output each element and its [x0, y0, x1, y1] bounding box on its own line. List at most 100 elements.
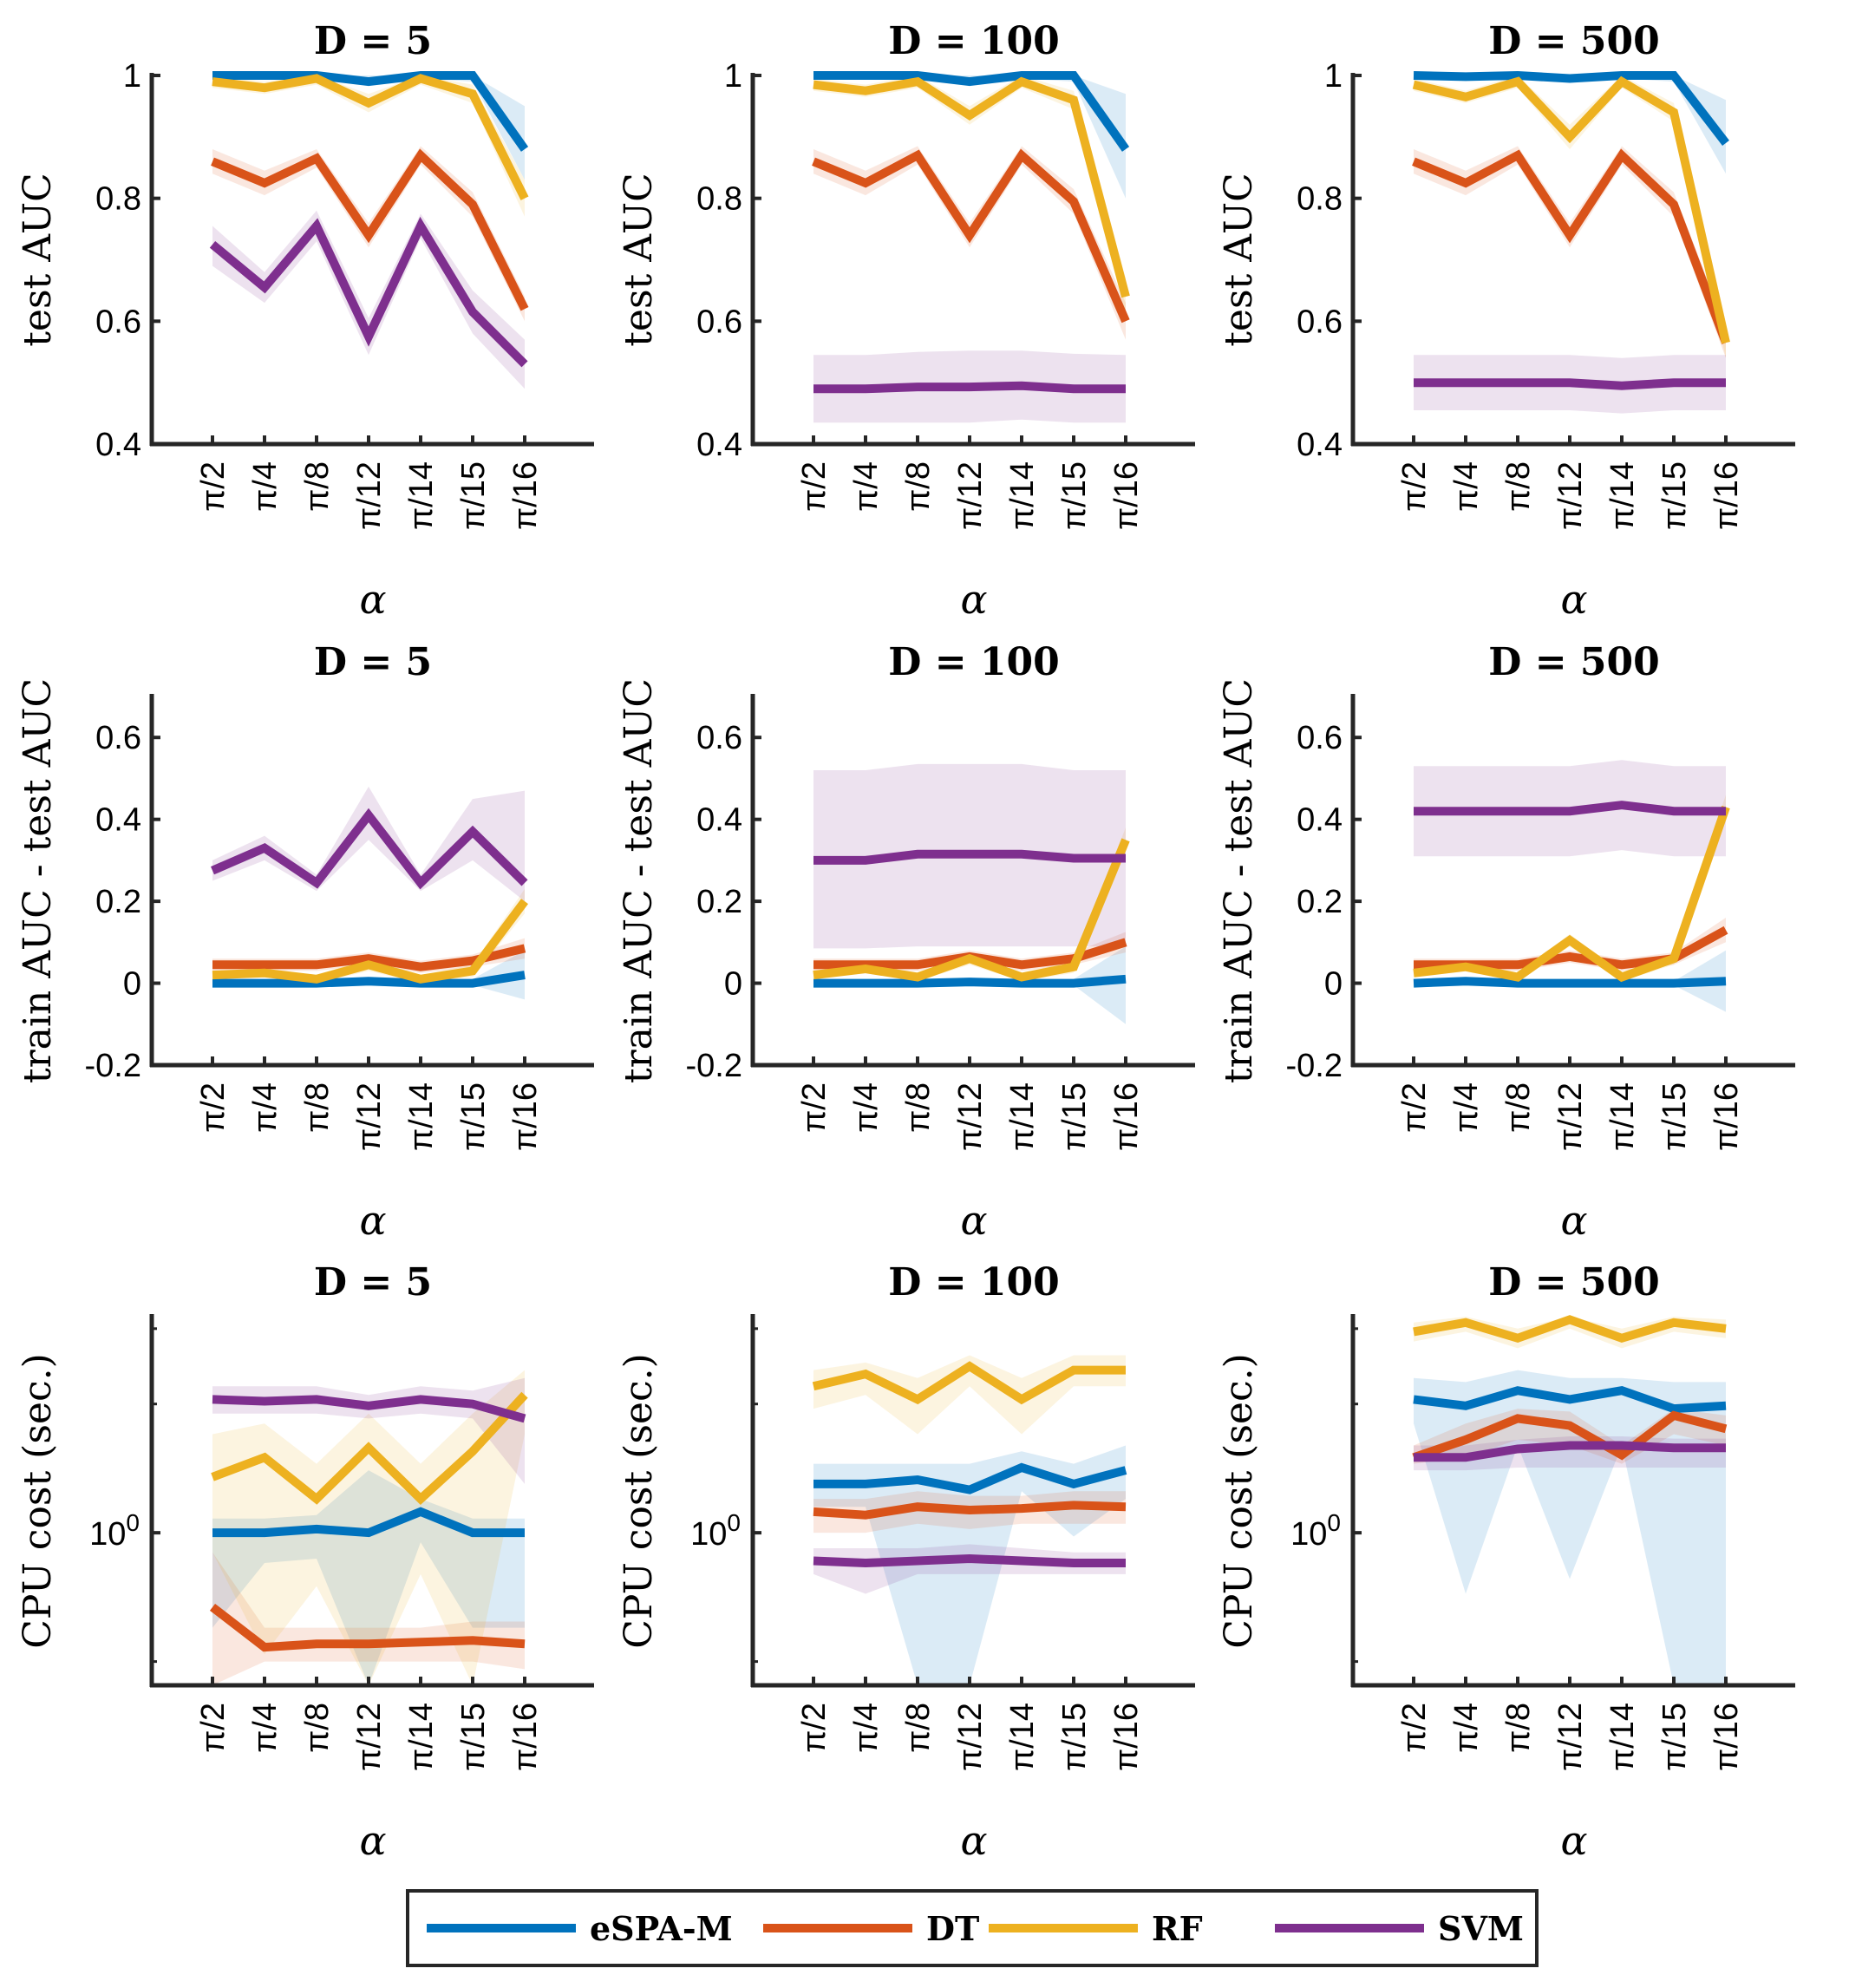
band-espa-m: [813, 75, 1126, 199]
x-axis-label: α: [359, 1197, 386, 1244]
y-tick-label: 0: [724, 966, 742, 1003]
x-tick-label: π/4: [247, 1082, 284, 1133]
subplot-title: D = 5: [314, 19, 432, 63]
y-tick-label: 100: [1290, 1509, 1341, 1553]
x-tick-label: π/12: [351, 1082, 388, 1151]
y-axis-label: train AUC - test AUC: [16, 678, 60, 1083]
line-dt: [212, 944, 526, 971]
line-espa-m: [813, 974, 1127, 988]
x-tick-label: π/8: [1500, 1082, 1537, 1133]
line-espa-m: [212, 971, 526, 988]
band-dt: [1414, 146, 1726, 358]
x-tick-label: π/16: [1709, 461, 1745, 530]
series-lines: [812, 71, 1130, 394]
y-tick-label: 1: [724, 58, 742, 95]
subplot-9: 100 π/2 π/4 π/8 π/12 π/14 π/15 π/16 D = 500 α CPU …: [1217, 1260, 1795, 1864]
x-axis-label: α: [359, 1817, 386, 1864]
y-tick-label: 0.6: [1297, 720, 1343, 756]
line-espa-m: [813, 71, 1130, 152]
band-dt: [212, 1552, 525, 1685]
subplot-title: D = 500: [1488, 19, 1660, 63]
x-tick-label: π/12: [952, 1082, 989, 1151]
line-svm: [1414, 1441, 1726, 1462]
x-tick-label: π/14: [1004, 1703, 1041, 1771]
x-tick-label: π/16: [1709, 1082, 1745, 1151]
line-svm: [209, 216, 528, 368]
y-tick-label: 0.4: [1297, 802, 1343, 839]
line-rf: [1412, 75, 1730, 344]
y-tick-label: 0.6: [696, 304, 742, 340]
x-tick-label: π/14: [1004, 1082, 1041, 1151]
line-espa-m: [1413, 1386, 1727, 1414]
legend-label-rf: RF: [1152, 1909, 1203, 1948]
line-rf: [212, 899, 529, 984]
x-tick-label: π/2: [796, 1082, 833, 1133]
x-tick-label: π/4: [247, 461, 284, 512]
subplot-5: -0.2 0 0.2 0.4 0.6 π/2 π/4 π/8 π/12 π/14 π/15 π/16 D…: [617, 640, 1195, 1244]
x-tick-label: π/15: [1656, 1703, 1693, 1771]
x-tick-label: π/4: [247, 1703, 284, 1753]
series-lines: [211, 808, 529, 988]
confidence-bands: [1414, 760, 1726, 1012]
subplot-4: -0.2 0 0.2 0.4 0.6 π/2 π/4 π/8 π/12 π/14 π/15 π/16 D…: [16, 640, 594, 1244]
band-svm: [212, 786, 525, 902]
subplot-2: 0.4 0.6 0.8 1 π/2 π/4 π/8 π/12 π/14 π/15 π/16 D = 1…: [617, 19, 1195, 623]
x-tick-label: π/14: [403, 1703, 440, 1771]
line-rf: [813, 838, 1130, 982]
band-dt: [1414, 1409, 1726, 1464]
series-lines: [1413, 801, 1730, 988]
line-rf: [813, 76, 1130, 298]
y-axis-label: CPU cost (sec.): [16, 1353, 60, 1649]
y-tick-label: 100: [89, 1509, 140, 1553]
line-dt: [1412, 1410, 1728, 1462]
line-svm: [1414, 378, 1726, 390]
subplot-title: D = 5: [314, 640, 432, 684]
confidence-bands: [813, 1355, 1126, 1685]
x-tick-label: π/12: [1552, 1703, 1589, 1771]
line-espa-m: [813, 1462, 1127, 1494]
x-tick-label: π/12: [952, 1703, 989, 1771]
x-tick-label: π/8: [299, 461, 336, 512]
x-tick-label: π/15: [1056, 1082, 1093, 1151]
line-rf: [812, 1361, 1126, 1405]
line-svm: [211, 808, 528, 890]
x-tick-label: π/16: [507, 1703, 544, 1771]
legend-label-dt: DT: [926, 1909, 979, 1948]
x-tick-label: π/16: [1108, 1703, 1145, 1771]
x-tick-label: π/16: [1108, 461, 1145, 530]
x-tick-label: π/8: [1500, 461, 1537, 512]
y-axis-label: test AUC: [16, 173, 60, 347]
line-espa-m: [1413, 70, 1729, 146]
series-lines: [209, 71, 529, 368]
y-tick-label: 0.2: [95, 884, 141, 920]
y-tick-label: 0.4: [95, 802, 141, 839]
x-tick-label: π/14: [403, 461, 440, 530]
subplot-title: D = 500: [1488, 640, 1660, 684]
y-tick-label: 0.6: [95, 720, 141, 756]
subplot-title: D = 100: [888, 640, 1060, 684]
y-axis-label: test AUC: [617, 173, 661, 347]
x-tick-label: π/8: [900, 1082, 937, 1133]
line-svm: [813, 849, 1126, 865]
line-dt: [812, 148, 1130, 324]
band-svm: [813, 1544, 1126, 1594]
line-svm: [212, 1395, 526, 1423]
x-tick-label: π/12: [351, 461, 388, 530]
line-rf: [212, 74, 529, 200]
line-espa-m: [212, 71, 529, 152]
y-tick-label: 0.6: [696, 720, 742, 756]
y-tick-label: 0.4: [1297, 427, 1343, 463]
band-rf: [212, 1370, 525, 1685]
x-tick-label: π/4: [848, 1703, 885, 1753]
x-tick-label: π/4: [1448, 1082, 1485, 1133]
y-tick-label: -0.2: [1286, 1048, 1343, 1084]
series-lines: [1412, 1315, 1728, 1462]
y-tick-label: 0.6: [95, 304, 141, 340]
y-axis-label: CPU cost (sec.): [1217, 1353, 1261, 1649]
band-rf: [813, 75, 1126, 316]
subplot-title: D = 500: [1488, 1260, 1660, 1305]
x-tick-label: π/15: [455, 1082, 492, 1151]
band-espa-m: [1414, 75, 1726, 174]
line-rf: [211, 1391, 528, 1505]
x-tick-label: π/2: [796, 1703, 833, 1753]
